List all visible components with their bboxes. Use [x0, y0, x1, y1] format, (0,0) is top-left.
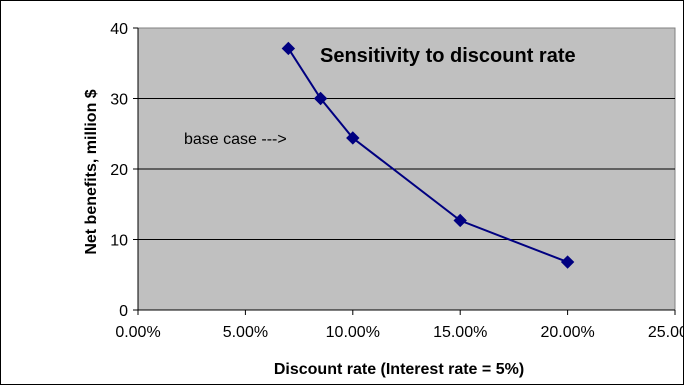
- y-tick-labels: 0 10 20 30 40: [110, 21, 128, 320]
- chart-title: Sensitivity to discount rate: [320, 45, 576, 67]
- y-tick-label: 40: [110, 21, 128, 38]
- data-point-marker: [313, 91, 328, 106]
- data-point-marker: [453, 213, 467, 228]
- x-tick-label: 25.00%: [648, 324, 684, 341]
- series-markers: [281, 41, 575, 269]
- x-tick-labels: 0.00% 5.00% 10.00% 15.00% 20.00% 25.00%: [115, 324, 684, 341]
- x-tick-label: 10.00%: [326, 324, 380, 341]
- data-point-marker: [560, 255, 575, 269]
- annotation-base-case: base case --->: [184, 131, 287, 148]
- y-tick-label: 10: [110, 233, 128, 250]
- data-point-marker: [281, 41, 296, 56]
- x-tick-label: 5.00%: [223, 324, 268, 341]
- y-tick-label: 0: [119, 303, 128, 320]
- y-tick-label: 30: [110, 92, 128, 109]
- y-gridlines: [133, 27, 675, 311]
- x-tick-label: 20.00%: [540, 324, 594, 341]
- y-axis-title: Net benefits, million $: [83, 89, 100, 254]
- data-point-marker: [346, 131, 360, 145]
- y-tick-label: 20: [110, 162, 128, 179]
- x-axis-title: Discount rate (Interest rate = 5%): [274, 361, 524, 378]
- x-tick-marks: [137, 309, 676, 315]
- x-tick-label: 15.00%: [433, 324, 487, 341]
- x-tick-label: 0.00%: [115, 324, 160, 341]
